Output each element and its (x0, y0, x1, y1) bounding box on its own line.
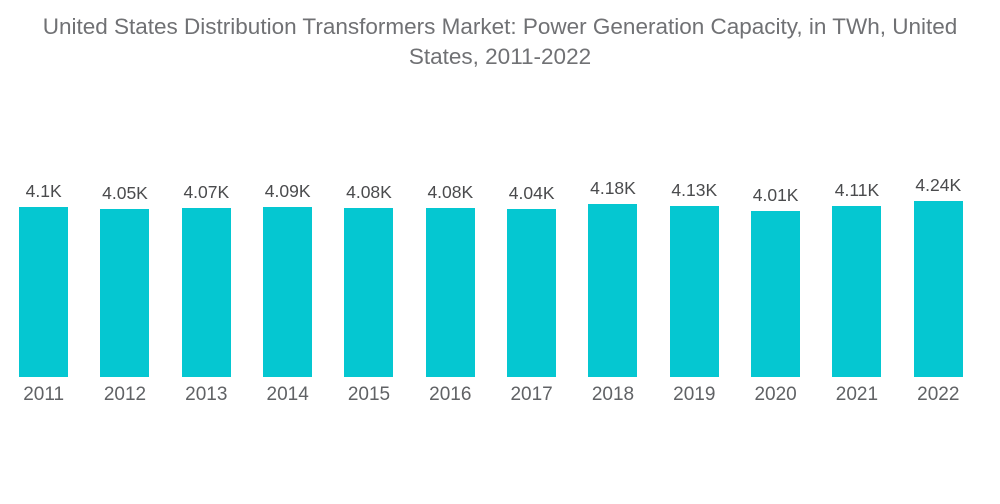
x-axis-tick-label: 2014 (266, 384, 309, 405)
bar-group: 4.24K 2022 (898, 155, 979, 407)
x-axis-tick-label: 2012 (103, 384, 147, 405)
bar-value-label: 4.04K (508, 183, 555, 204)
bar[interactable] (19, 206, 69, 377)
bar-group: 4.18K 2018 (572, 155, 653, 407)
chart-title: United States Distribution Transformers … (42, 14, 958, 69)
x-axis-tick-label: 2017 (510, 384, 553, 405)
bar[interactable] (100, 208, 150, 377)
bar-group: 4.04K 2017 (491, 155, 572, 407)
bar[interactable] (588, 203, 638, 377)
bar-value-label: 4.11K (834, 180, 880, 201)
bar[interactable] (263, 207, 313, 377)
bar-group: 4.05K 2012 (84, 155, 165, 407)
x-axis-tick-label: 2011 (23, 384, 65, 405)
bar[interactable] (751, 210, 801, 377)
bar-value-label: 4.07K (183, 182, 230, 203)
bar[interactable] (344, 207, 394, 377)
bar[interactable] (507, 209, 557, 377)
bar-value-label: 4.1K (25, 180, 62, 201)
bar-value-label: 4.09K (264, 181, 311, 202)
bar-value-label: 4.05K (102, 182, 148, 203)
x-axis-tick-label: 2015 (347, 384, 391, 405)
bar-group: 4.1K 2011 (3, 155, 84, 407)
bar-value-label: 4.08K (427, 181, 474, 202)
bar-group: 4.11K 2021 (816, 155, 897, 407)
bar-value-label: 4.01K (752, 184, 799, 205)
x-axis-tick-label: 2019 (673, 384, 716, 405)
x-axis-tick-label: 2013 (185, 384, 228, 405)
bar-group: 4.08K 2016 (410, 155, 491, 407)
bar[interactable] (913, 201, 963, 377)
x-axis-tick-label: 2020 (754, 384, 797, 405)
bar[interactable] (181, 208, 231, 377)
bar-group: 4.07K 2013 (166, 155, 247, 407)
bar-group: 4.01K 2020 (735, 155, 816, 407)
bar-group: 4.08K 2015 (328, 155, 409, 407)
bar-value-label: 4.24K (915, 175, 962, 195)
x-axis-tick-label: 2016 (429, 384, 472, 405)
bar[interactable] (425, 207, 475, 377)
bar-value-label: 4.08K (346, 181, 392, 202)
bar-value-label: 4.18K (590, 177, 636, 198)
x-axis-tick-label: 2022 (917, 384, 960, 405)
bar[interactable] (669, 205, 719, 377)
bar-value-label: 4.13K (671, 179, 718, 200)
x-axis-tick-label: 2021 (835, 384, 879, 405)
x-axis-tick-label: 2018 (591, 384, 635, 405)
bar-group: 4.09K 2014 (247, 155, 328, 407)
bar[interactable] (832, 206, 882, 377)
bar-group: 4.13K 2019 (654, 155, 735, 407)
bar-chart-plot-area: 4.1K 2011 4.05K 2012 4.07K 2013 4.09K 2014 4.08K… (3, 155, 979, 407)
